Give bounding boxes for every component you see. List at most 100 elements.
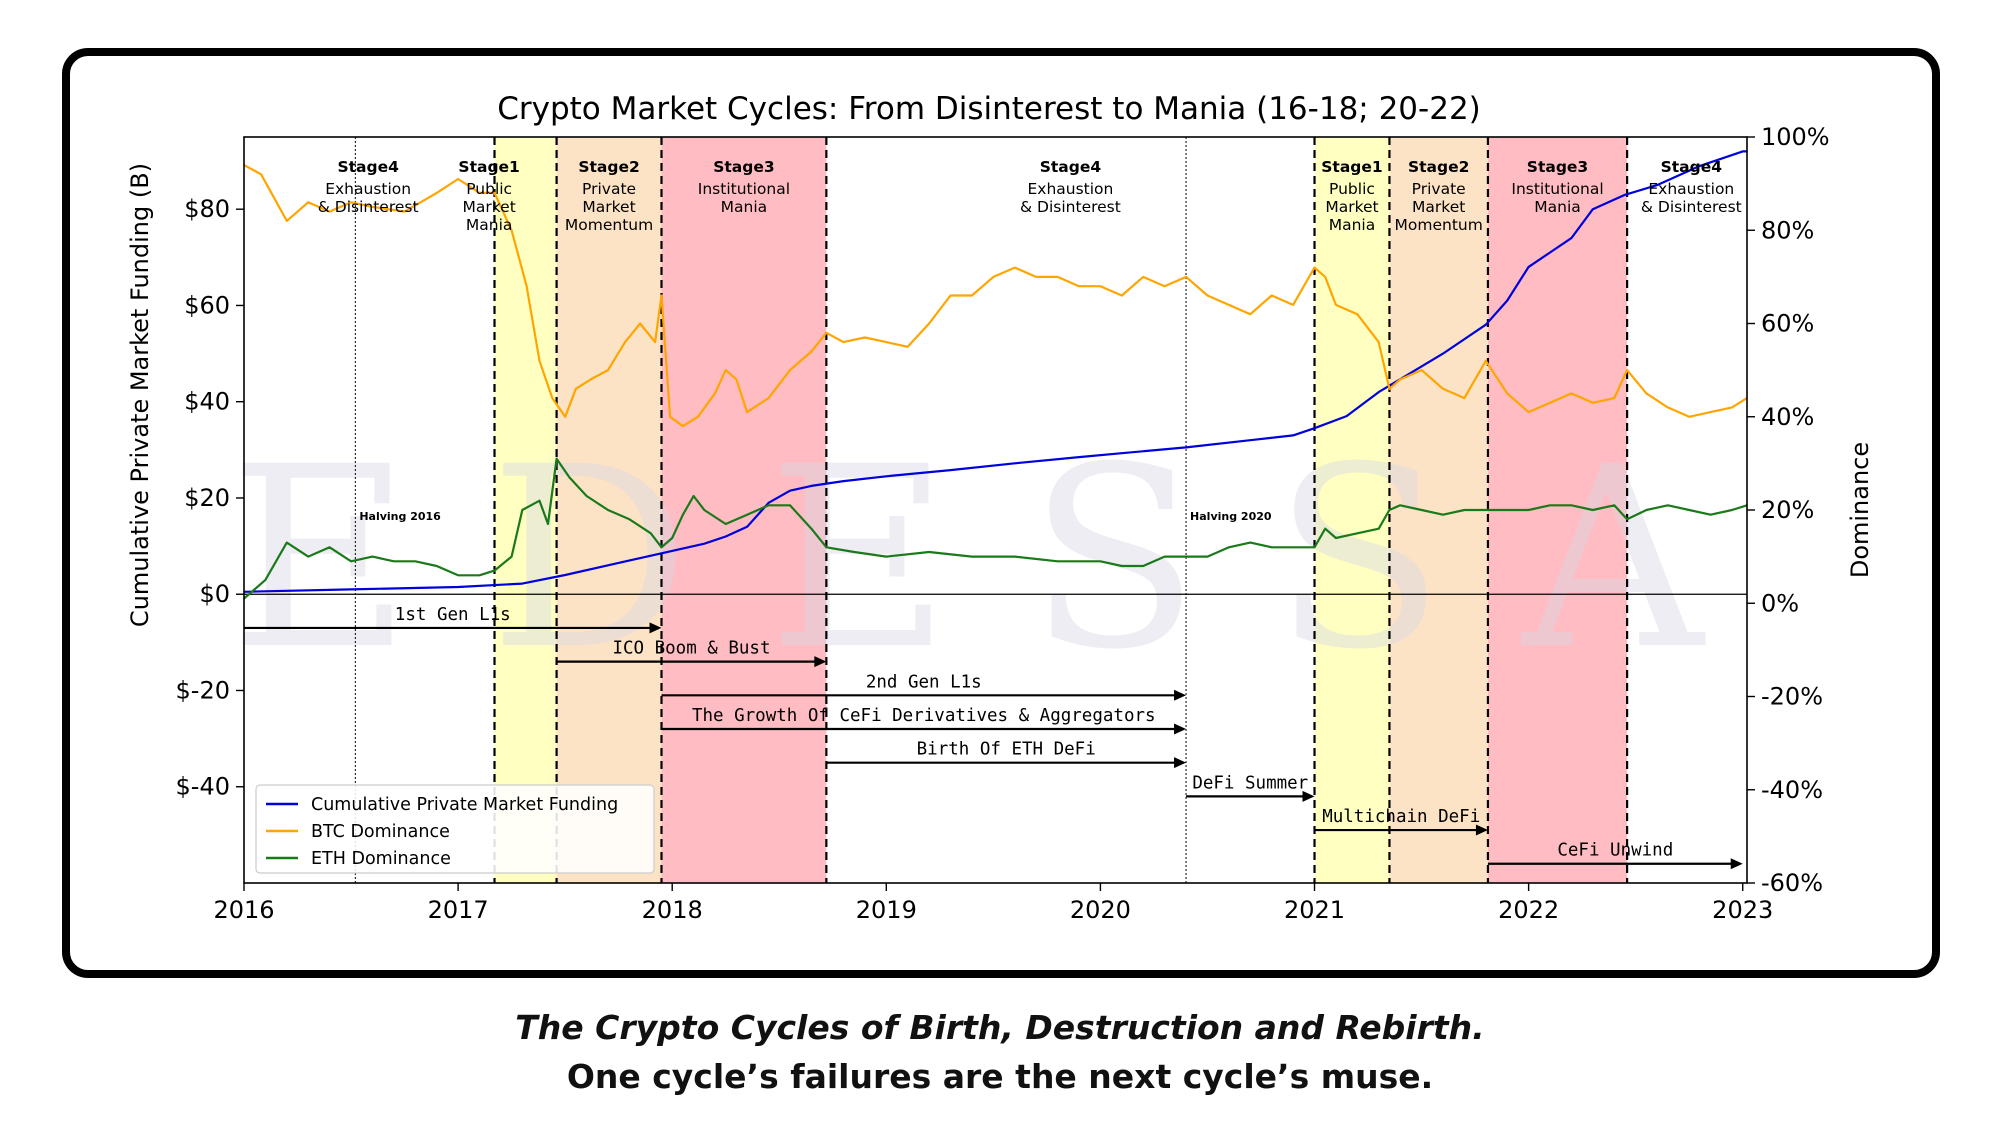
series-1-point	[928, 322, 930, 325]
series-1-point	[1399, 378, 1401, 381]
x-tick-label-1: 2017	[428, 896, 489, 924]
series-1-point	[457, 178, 459, 180]
series-1-point	[260, 173, 262, 176]
legend-label-0: Cumulative Private Market Funding	[311, 795, 618, 815]
series-2-point	[1249, 541, 1252, 544]
legend-box	[255, 784, 655, 874]
caption-line-1: The Crypto Cycles of Birth, Destruction …	[515, 1008, 1485, 1047]
era-arrowhead-6	[1475, 824, 1488, 836]
y-axis-left-label: Cumulative Private Market Funding (B)	[126, 163, 154, 627]
series-1-point	[1206, 294, 1209, 297]
series-1-point	[1249, 313, 1252, 315]
series-1-point	[1099, 285, 1102, 288]
series-1-point	[510, 229, 513, 232]
series-0-point	[767, 501, 770, 504]
series-1-point	[564, 415, 566, 418]
series-1-point	[660, 294, 663, 297]
series-2-point	[435, 565, 438, 567]
stage-title-1: Stage1	[458, 158, 519, 176]
y-left-tick-label-1: $60	[184, 291, 230, 319]
series-1-point	[654, 341, 656, 343]
legend-label-2: ETH Dominance	[311, 849, 451, 869]
x-tick-label-4: 2020	[1070, 896, 1131, 924]
series-1-point	[1078, 285, 1080, 288]
y-left-tick-label-4: $0	[199, 580, 230, 608]
chart-title: Crypto Market Cycles: From Disinterest t…	[497, 91, 1481, 127]
y-left-tick-label-2: $40	[184, 388, 230, 416]
stage-title-6: Stage2	[1408, 158, 1469, 176]
era-label-7: CeFi Unwind	[1557, 841, 1673, 861]
series-2-point	[1666, 504, 1669, 507]
series-2-point	[264, 579, 267, 581]
series-0-point	[457, 586, 459, 588]
era-arrowhead-1	[814, 656, 827, 668]
series-2-point	[457, 574, 459, 577]
series-0-point	[1121, 452, 1123, 455]
stage-subtitle-3-1: Mania	[721, 198, 768, 216]
series-0-point	[1741, 150, 1744, 153]
era-label-1: ICO Boom & Bust	[612, 639, 770, 659]
series-1-point	[590, 378, 592, 381]
series-2-point	[1626, 518, 1628, 521]
y-right-tick-label-8: -60%	[1761, 869, 1823, 897]
stage-subtitle-0-0: Exhaustion	[325, 180, 411, 198]
series-2-point	[568, 476, 571, 479]
series-2-point	[1592, 509, 1594, 511]
series-0-point	[842, 480, 845, 482]
series-2-point	[1292, 546, 1294, 549]
series-1-point	[1570, 392, 1573, 395]
series-0-point	[746, 526, 748, 528]
series-2-point	[1142, 565, 1145, 567]
series-0-point	[885, 475, 888, 478]
series-1-point	[1121, 294, 1123, 297]
stage-subtitle-1-2: Mania	[466, 216, 513, 234]
series-1-point	[735, 378, 738, 381]
series-1-point	[724, 369, 727, 371]
y-right-tick-label-1: 80%	[1761, 216, 1814, 244]
series-1-point	[714, 392, 716, 395]
x-tick-label-2: 2018	[642, 896, 703, 924]
series-0-point	[1292, 434, 1294, 437]
era-arrowhead-7	[1730, 858, 1743, 870]
series-lines	[243, 150, 1748, 600]
stage-title-3: Stage3	[713, 158, 774, 176]
series-2-point	[885, 555, 888, 558]
series-0-point	[1442, 352, 1444, 355]
series-1-point	[746, 411, 748, 413]
series-2-point	[1056, 560, 1059, 563]
series-2-point	[414, 560, 417, 563]
series-1-point	[1420, 369, 1423, 371]
series-0-point	[521, 582, 524, 585]
series-2-point	[307, 555, 310, 558]
series-2-point	[1121, 565, 1123, 567]
y-axis-right-label: Dominance	[1846, 442, 1874, 578]
series-1-point	[1388, 387, 1391, 390]
series-2-point	[671, 537, 674, 539]
watermark-text: EDESSA	[229, 413, 1781, 704]
series-2-point	[1335, 537, 1337, 539]
series-2-point	[371, 555, 374, 558]
stage-subtitle-5-1: Market	[1325, 198, 1378, 216]
series-2-point	[1570, 504, 1573, 507]
series-0-point	[1506, 299, 1509, 302]
series-0-point	[1013, 462, 1016, 465]
series-1-point	[1484, 360, 1487, 362]
series-1-point	[1377, 341, 1380, 343]
series-1-point	[1270, 294, 1273, 297]
stage-subtitle-4-0: Exhaustion	[1027, 180, 1113, 198]
series-1-point	[639, 322, 641, 325]
series-1-point	[551, 397, 554, 399]
series-line-0	[243, 150, 1747, 593]
era-arrowhead-3	[1174, 723, 1187, 735]
series-1-point	[1731, 406, 1733, 409]
series-1-point	[971, 294, 973, 297]
series-1-point	[1666, 406, 1669, 409]
series-0-point	[1377, 391, 1380, 393]
series-2-point	[350, 560, 352, 563]
series-1-point	[1645, 392, 1648, 395]
series-0-point	[1624, 193, 1626, 196]
series-2-point	[538, 499, 541, 502]
series-1-point	[371, 206, 374, 208]
series-1-point	[1688, 415, 1690, 418]
stage-subtitle-2-0: Private	[582, 180, 636, 198]
